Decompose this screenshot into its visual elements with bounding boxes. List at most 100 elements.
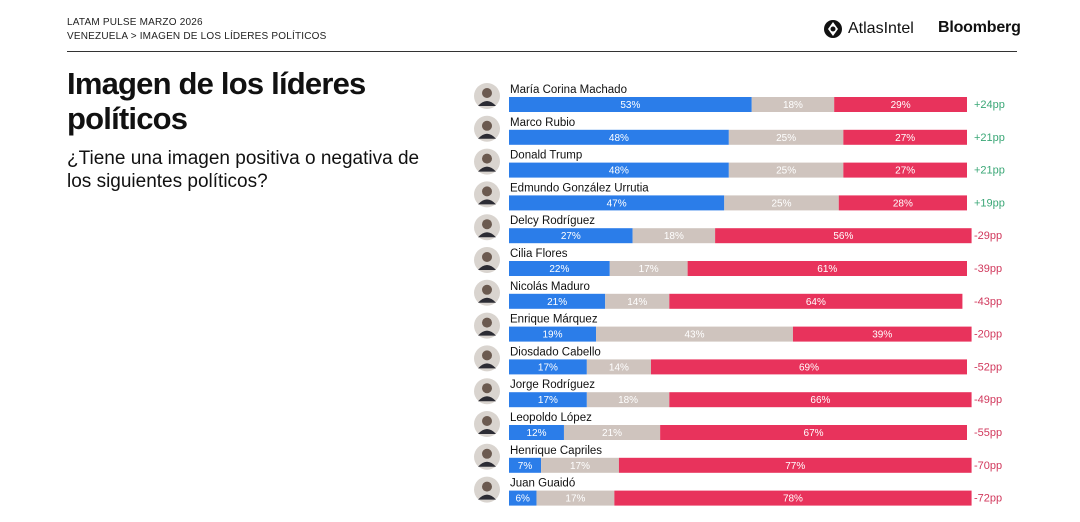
category-label: Delcy Rodríguez [510,215,595,227]
net-value: +19pp [974,197,1005,209]
category-label: Edmundo González Urrutia [510,182,649,194]
data-label: 17% [639,264,659,275]
bar-segment [509,261,610,276]
avatar-head [482,448,492,459]
net-value: -55pp [974,427,1002,439]
net-value: -70pp [974,460,1002,472]
bar-segment [728,162,844,178]
data-label: 18% [664,231,684,242]
bar-segment [586,392,670,408]
avatar-head [482,350,492,361]
category-label: Juan Guaidó [510,478,575,490]
avatar-head [482,383,492,394]
data-label: 64% [806,297,826,308]
data-label: 29% [891,100,911,111]
data-label: 53% [620,100,640,111]
data-label: 25% [776,166,796,177]
data-label: 25% [776,133,796,144]
data-label: 17% [538,362,558,373]
net-value: +21pp [974,165,1005,177]
data-label: 39% [872,330,892,341]
page-title: Imagen de los líderes políticos [67,66,366,136]
bar-row: María Corina Machado 53% 18% 29% +24pp [474,83,1005,112]
data-label: 69% [799,362,819,373]
net-value: -20pp [974,329,1002,341]
bar-segment [509,425,564,440]
bar-segment [509,457,542,473]
bar-segment [724,195,839,211]
category-label: Leopoldo López [510,412,592,424]
data-label: 47% [607,198,627,209]
avatar-body [478,363,496,369]
bar-segment [838,195,967,211]
category-label: Jorge Rodríguez [510,379,595,391]
avatar-head [482,88,492,98]
data-label: 17% [565,494,585,505]
category-label: Diosdado Cabello [510,346,601,358]
avatar-head [482,153,492,164]
bar-segment [509,392,587,408]
net-value: -43pp [974,296,1002,308]
data-label: 19% [543,330,563,341]
bar-row: Enrique Márquez 19% 43% 39% -20pp [474,312,1002,342]
bar-segment [618,457,972,473]
bar-row: Nicolás Maduro 21% 14% 64% -43pp [474,279,1002,309]
category-label: Henrique Capriles [510,445,602,457]
data-label: 67% [804,428,824,439]
bar-segment [563,425,661,440]
bar-segment [669,392,972,408]
net-value: -39pp [974,263,1002,275]
bar-segment [509,293,606,309]
data-label: 21% [547,297,567,308]
atlasintel-logo-icon [824,20,842,38]
bar-segment [715,228,972,244]
data-label: 7% [518,461,533,472]
avatar-body [478,101,496,106]
avatar-head [482,317,492,328]
avatar-body [478,461,496,467]
bar-segment [843,129,967,145]
avatar-body [478,429,496,434]
data-label: 21% [602,428,622,439]
data-label: 48% [609,133,629,144]
bar-segment [509,195,725,211]
bar-row: Leopoldo López 12% 21% 67% -55pp [474,411,1002,440]
net-value: +21pp [974,132,1005,144]
report-label: LATAM PULSE MARZO 2026 [67,17,203,28]
bar-segment [660,425,967,440]
bar-segment [650,359,967,375]
data-label: 28% [893,198,913,209]
avatar-head [482,186,492,197]
bar-segment [834,97,967,112]
bar-row: Henrique Capriles 7% 17% 77% -70pp [474,443,1002,473]
data-label: 27% [895,166,915,177]
avatar-head [482,120,492,131]
bar-row: Marco Rubio 48% 25% 27% +21pp [474,115,1005,145]
avatar-head [482,481,492,492]
header-divider [67,51,1017,52]
bar-segment [541,457,619,473]
avatar-body [478,166,496,172]
data-label: 77% [785,461,805,472]
bar-segment [596,326,793,342]
data-label: 17% [570,461,590,472]
category-label: Marco Rubio [510,117,575,129]
avatar-body [478,199,496,205]
bar-segment [586,359,651,375]
avatar-body [478,133,496,139]
avatar-body [478,396,496,402]
category-label: Donald Trump [510,150,582,162]
bar-segment [605,293,670,309]
bar-row: Cilia Flores 22% 17% 61% -39pp [474,247,1002,276]
net-value: -29pp [974,230,1002,242]
net-value: -72pp [974,493,1002,505]
bar-row: Diosdado Cabello 17% 14% 69% -52pp [474,345,1002,375]
avatar-head [482,416,492,426]
data-label: 18% [618,395,638,406]
data-label: 6% [516,494,531,505]
bar-row: Edmundo González Urrutia 47% 25% 28% +19pp [474,181,1005,211]
avatar-body [478,232,496,238]
category-label: Cilia Flores [510,248,568,260]
breadcrumb: VENEZUELA > IMAGEN DE LOS LÍDERES POLÍTI… [67,31,327,42]
